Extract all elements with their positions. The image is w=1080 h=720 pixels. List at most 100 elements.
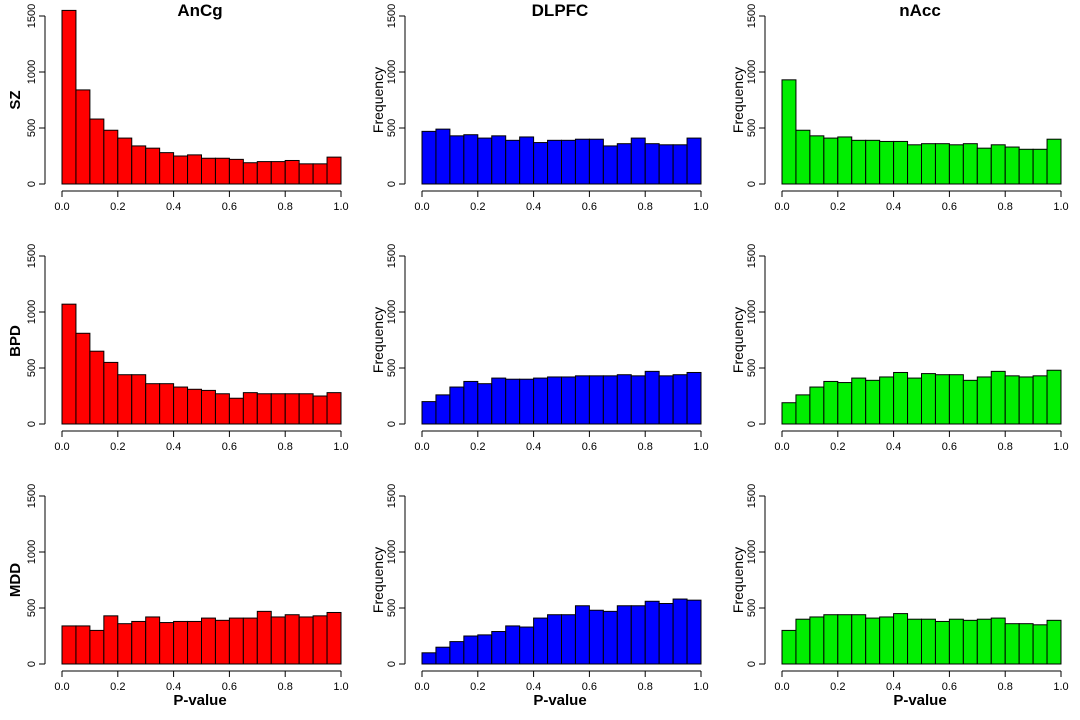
y-tick-label-mdd-nacc-2: 1000 (746, 540, 758, 564)
histogram-bar-sz-dlpfc-11 (574, 138, 590, 185)
histogram-bar-sz-ancg-6 (145, 147, 161, 185)
histogram-bar-sz-nacc-2 (809, 135, 825, 185)
histogram-bar-mdd-dlpfc-7 (519, 626, 535, 665)
histogram-bar-bpd-ancg-9 (187, 388, 203, 425)
y-tick-label-mdd-ancg-3: 1500 (26, 484, 38, 508)
histogram-bar-bpd-nacc-18 (1032, 375, 1048, 425)
histogram-bar-bpd-dlpfc-11 (574, 375, 590, 425)
histogram-bar-mdd-dlpfc-14 (616, 605, 632, 665)
histogram-bar-bpd-ancg-13 (242, 392, 258, 425)
histogram-bar-mdd-dlpfc-17 (658, 603, 674, 665)
histogram-bar-bpd-nacc-10 (921, 373, 936, 425)
y-tick-label-mdd-dlpfc-0: 0 (386, 661, 398, 667)
histogram-bar-bpd-ancg-12 (228, 397, 244, 425)
y-axis-label-bpd-dlpfc: Frequency (370, 307, 386, 373)
y-tick-label-bpd-dlpfc-1: 500 (386, 359, 398, 377)
y-tick-label-bpd-dlpfc-0: 0 (386, 421, 398, 427)
histogram-bar-sz-ancg-3 (103, 129, 119, 185)
histogram-bar-sz-ancg-12 (228, 158, 244, 185)
histogram-bar-sz-dlpfc-15 (630, 137, 646, 185)
histogram-bar-bpd-nacc-9 (907, 377, 922, 425)
x-tick-label-mdd-ancg-5: 1.0 (333, 681, 348, 693)
x-tick-label-mdd-ancg-0: 0.0 (54, 681, 69, 693)
x-tick-label-bpd-nacc-3: 0.6 (942, 441, 957, 453)
histogram-bar-sz-dlpfc-18 (672, 144, 688, 185)
histogram-bar-sz-dlpfc-16 (644, 143, 660, 185)
y-tick-label-sz-dlpfc-2: 1000 (386, 60, 398, 84)
y-tick-label-sz-ancg-2: 1000 (26, 60, 38, 84)
histogram-bar-bpd-ancg-18 (312, 395, 328, 425)
x-tick-label-sz-dlpfc-3: 0.6 (582, 201, 597, 213)
x-axis-label-nacc: P-value (893, 692, 946, 709)
histogram-bar-mdd-nacc-9 (907, 618, 922, 665)
histogram-bar-mdd-nacc-5 (851, 614, 867, 665)
histogram-bar-sz-dlpfc-6 (505, 139, 521, 185)
histogram-bar-sz-nacc-1 (795, 129, 811, 185)
y-tick-label-sz-ancg-1: 500 (26, 119, 38, 137)
histogram-bar-mdd-ancg-10 (201, 617, 216, 665)
histogram-bar-sz-nacc-3 (823, 137, 839, 185)
histogram-bar-bpd-dlpfc-6 (505, 378, 521, 425)
histogram-bar-bpd-dlpfc-17 (658, 375, 674, 425)
histogram-bar-bpd-dlpfc-2 (449, 386, 465, 425)
x-tick-label-sz-dlpfc-0: 0.0 (414, 201, 429, 213)
histogram-bar-mdd-ancg-13 (242, 617, 258, 665)
histogram-bar-mdd-ancg-11 (214, 619, 230, 665)
histogram-bar-mdd-nacc-19 (1046, 619, 1062, 665)
histogram-bar-bpd-dlpfc-7 (519, 378, 535, 425)
histogram-bar-mdd-ancg-12 (228, 617, 244, 665)
x-tick-label-mdd-ancg-3: 0.6 (222, 681, 237, 693)
histogram-bar-mdd-dlpfc-13 (602, 610, 618, 665)
histogram-bar-mdd-nacc-10 (921, 618, 936, 665)
histogram-bar-mdd-dlpfc-0 (421, 652, 437, 665)
histogram-bar-sz-nacc-0 (781, 79, 797, 185)
y-tick-label-sz-nacc-1: 500 (746, 119, 758, 137)
histogram-bar-mdd-nacc-14 (976, 618, 992, 665)
histogram-bar-sz-ancg-16 (284, 159, 300, 185)
histogram-bar-sz-dlpfc-5 (491, 135, 507, 185)
histogram-bar-mdd-ancg-14 (256, 610, 272, 665)
histogram-bar-bpd-ancg-2 (89, 350, 105, 425)
histogram-bar-sz-nacc-9 (907, 144, 922, 185)
x-tick-label-mdd-ancg-1: 0.2 (110, 681, 125, 693)
y-tick-label-mdd-nacc-3: 1500 (746, 484, 758, 508)
histogram-bar-sz-nacc-15 (990, 144, 1006, 185)
x-tick-label-bpd-ancg-1: 0.2 (110, 441, 125, 453)
histogram-bar-mdd-dlpfc-2 (449, 641, 465, 665)
x-tick-label-mdd-dlpfc-2: 0.4 (526, 681, 541, 693)
histogram-bar-sz-nacc-17 (1018, 148, 1034, 185)
x-tick-label-bpd-nacc-4: 0.8 (998, 441, 1013, 453)
histogram-bar-bpd-nacc-14 (976, 376, 992, 425)
histogram-bar-mdd-nacc-0 (781, 629, 797, 665)
x-tick-label-sz-dlpfc-2: 0.4 (526, 201, 541, 213)
histogram-bar-mdd-dlpfc-4 (477, 634, 493, 665)
histogram-panels: 0.0 0.2 0.4 0.6 0.8 1.0 0 500 1000 1500 0.0 0.2 0.4 0… (26, 4, 1069, 693)
histogram-bar-sz-nacc-8 (893, 140, 909, 185)
x-tick-label-mdd-nacc-3: 0.6 (942, 681, 957, 693)
x-tick-label-mdd-nacc-2: 0.4 (886, 681, 901, 693)
histogram-bar-bpd-dlpfc-14 (616, 374, 632, 425)
histogram-bar-mdd-nacc-11 (934, 620, 950, 665)
histogram-bar-sz-dlpfc-4 (477, 137, 493, 185)
x-tick-label-sz-ancg-5: 1.0 (333, 201, 348, 213)
histogram-bar-mdd-dlpfc-3 (463, 635, 479, 665)
x-tick-label-bpd-ancg-3: 0.6 (222, 441, 237, 453)
histogram-bar-mdd-ancg-15 (270, 616, 286, 665)
histogram-bar-mdd-dlpfc-16 (644, 600, 660, 665)
histogram-bar-sz-nacc-7 (879, 140, 895, 185)
y-tick-label-mdd-nacc-1: 500 (746, 599, 758, 617)
y-axis-label-sz-dlpfc: Frequency (370, 67, 386, 133)
histogram-bar-bpd-nacc-11 (934, 374, 950, 425)
x-tick-label-sz-ancg-2: 0.4 (166, 201, 181, 213)
histogram-bar-mdd-ancg-19 (326, 611, 342, 665)
histogram-bar-bpd-nacc-8 (893, 371, 909, 425)
histogram-bar-bpd-dlpfc-3 (463, 380, 479, 425)
x-tick-label-sz-dlpfc-5: 1.0 (693, 201, 708, 213)
y-tick-label-bpd-nacc-2: 1000 (746, 300, 758, 324)
histogram-bar-bpd-nacc-17 (1018, 376, 1034, 425)
histogram-bar-sz-ancg-14 (256, 161, 272, 185)
x-tick-label-bpd-ancg-0: 0.0 (54, 441, 69, 453)
y-axis-label-sz-nacc: Frequency (730, 67, 746, 133)
histogram-bar-mdd-nacc-6 (865, 617, 881, 665)
histogram-bar-sz-nacc-6 (865, 139, 881, 185)
